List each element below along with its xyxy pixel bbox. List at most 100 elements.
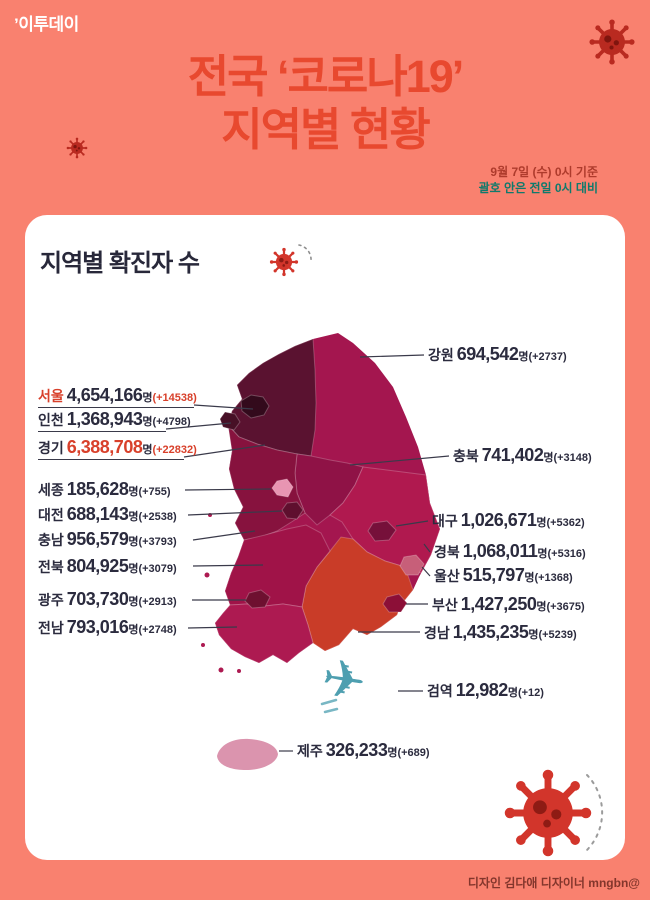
- delta-label: (+5316): [547, 548, 586, 560]
- region-value: 515,797: [462, 565, 525, 585]
- label-quarantine: 검역 12,982명(+12): [427, 680, 544, 700]
- label-jeju: 제주 326,233명(+689): [297, 740, 430, 760]
- label-sejong: 세종 185,628명(+755): [38, 479, 171, 499]
- delta-label: (+5239): [538, 629, 577, 641]
- region-value: 741,402: [481, 445, 544, 465]
- region-value: 694,542: [456, 344, 519, 364]
- region-name: 인천: [38, 412, 64, 428]
- map-region-sejong: [271, 478, 294, 498]
- unit-label: 명: [387, 747, 398, 759]
- region-name: 경북: [434, 544, 460, 560]
- delta-label: (+3793): [138, 536, 177, 548]
- region-name: 검역: [427, 683, 453, 699]
- region-value: 1,026,671: [460, 510, 537, 530]
- callout-line: [395, 520, 429, 527]
- delta-label: (+3148): [553, 452, 592, 464]
- label-jeonbuk: 전북 804,925명(+3079): [38, 556, 177, 576]
- map-region-incheon: [219, 411, 241, 431]
- unit-label: 명: [128, 536, 139, 548]
- delta-label: (+14538): [152, 392, 197, 404]
- delta-label: (+2748): [138, 624, 177, 636]
- airplane-icon: ✈: [317, 648, 370, 714]
- reference-note: 괄호 안은 전일 0시 대비: [478, 181, 598, 195]
- unit-label: 명: [536, 601, 547, 613]
- label-daegu: 대구 1,026,671명(+5362): [432, 510, 585, 530]
- region-value: 1,068,011: [462, 541, 538, 561]
- region-name: 울산: [434, 568, 460, 584]
- unit-label: 명: [537, 548, 548, 560]
- unit-label: 명: [142, 416, 153, 428]
- map-region-gwangju: [244, 589, 271, 609]
- label-jeonnam: 전남 793,016명(+2748): [38, 617, 177, 637]
- unit-label: 명: [536, 517, 547, 529]
- unit-label: 명: [128, 511, 139, 523]
- callout-line: [187, 510, 283, 516]
- region-value: 185,628: [66, 479, 129, 499]
- delta-label: (+2538): [138, 511, 177, 523]
- reference-date-block: 9월 7일 (수) 0시 기준 괄호 안은 전일 0시 대비: [479, 164, 598, 196]
- region-name: 강원: [428, 347, 454, 363]
- region-value: 688,143: [66, 504, 129, 524]
- reference-date: 9월 7일 (수) 0시 기준: [490, 165, 598, 179]
- region-name: 경기: [38, 440, 64, 456]
- region-value: 6,388,708: [66, 437, 143, 457]
- callout-line: [183, 444, 266, 458]
- label-daejeon: 대전 688,143명(+2538): [38, 504, 177, 524]
- unit-label: 명: [142, 444, 153, 456]
- delta-label: (+2913): [138, 596, 177, 608]
- callout-line: [423, 543, 431, 553]
- delta-label: (+3079): [138, 563, 177, 575]
- region-value: 1,435,235: [452, 622, 529, 642]
- region-name: 광주: [38, 592, 64, 608]
- label-gyeonggi: 경기 6,388,708명(+22832): [38, 437, 197, 460]
- unit-label: 명: [528, 629, 539, 641]
- callout-line: [421, 566, 431, 577]
- infographic-card: 지역별 확진자 수 서울 4,654,166명(+14538) 인천 1,368,9…: [25, 215, 625, 860]
- region-name: 경남: [424, 625, 450, 641]
- callout-line: [192, 530, 256, 541]
- region-name: 전남: [38, 620, 64, 636]
- map-region-busan: [382, 593, 408, 613]
- region-name: 충북: [453, 448, 479, 464]
- label-incheon: 인천 1,368,943명(+4798): [38, 409, 191, 432]
- delta-label: (+22832): [152, 444, 197, 456]
- region-name: 제주: [297, 743, 323, 759]
- label-gyeongbuk: 경북 1,068,011명(+5316): [434, 541, 586, 561]
- region-name: 대전: [38, 507, 64, 523]
- unit-label: 명: [543, 452, 554, 464]
- label-gwangju: 광주 703,730명(+2913): [38, 589, 177, 609]
- card-heading: 지역별 확진자 수: [40, 250, 200, 277]
- map-region-seoul: [240, 394, 270, 419]
- delta-label: (+12): [517, 687, 544, 699]
- delta-label: (+2737): [528, 351, 567, 363]
- map-region-jeonnam: [214, 603, 314, 664]
- region-value: 1,427,250: [460, 594, 537, 614]
- unit-label: 명: [128, 596, 139, 608]
- page-title: 전국 ‘코로나19’ 지역별 현황: [0, 50, 650, 156]
- callout-line: [193, 404, 254, 410]
- region-value: 804,925: [66, 556, 129, 576]
- page-title-line1: 전국 ‘코로나19’: [187, 51, 465, 102]
- region-value: 956,579: [66, 529, 129, 549]
- brand-logo: ’이투데이: [14, 15, 79, 34]
- label-busan: 부산 1,427,250명(+3675): [432, 594, 585, 614]
- region-value: 4,654,166: [66, 385, 143, 405]
- region-name: 전북: [38, 559, 64, 575]
- dashed-arc: [585, 774, 604, 852]
- virus-illustration-large: [505, 770, 591, 856]
- unit-label: 명: [128, 563, 139, 575]
- region-value: 793,016: [66, 617, 129, 637]
- region-value: 703,730: [66, 589, 129, 609]
- unit-label: 명: [524, 572, 535, 584]
- region-name: 대구: [432, 513, 458, 529]
- map-region-daegu: [367, 520, 397, 542]
- region-name: 부산: [432, 597, 458, 613]
- delta-label: (+3675): [546, 601, 585, 613]
- label-gyeongnam: 경남 1,435,235명(+5239): [424, 622, 577, 642]
- virus-icon: [269, 244, 312, 277]
- airplane-motion-lines: [320, 698, 339, 714]
- callout-line: [359, 354, 425, 358]
- delta-label: (+4798): [152, 416, 191, 428]
- label-chungnam: 충남 956,579명(+3793): [38, 529, 177, 549]
- delta-label: (+755): [138, 486, 171, 498]
